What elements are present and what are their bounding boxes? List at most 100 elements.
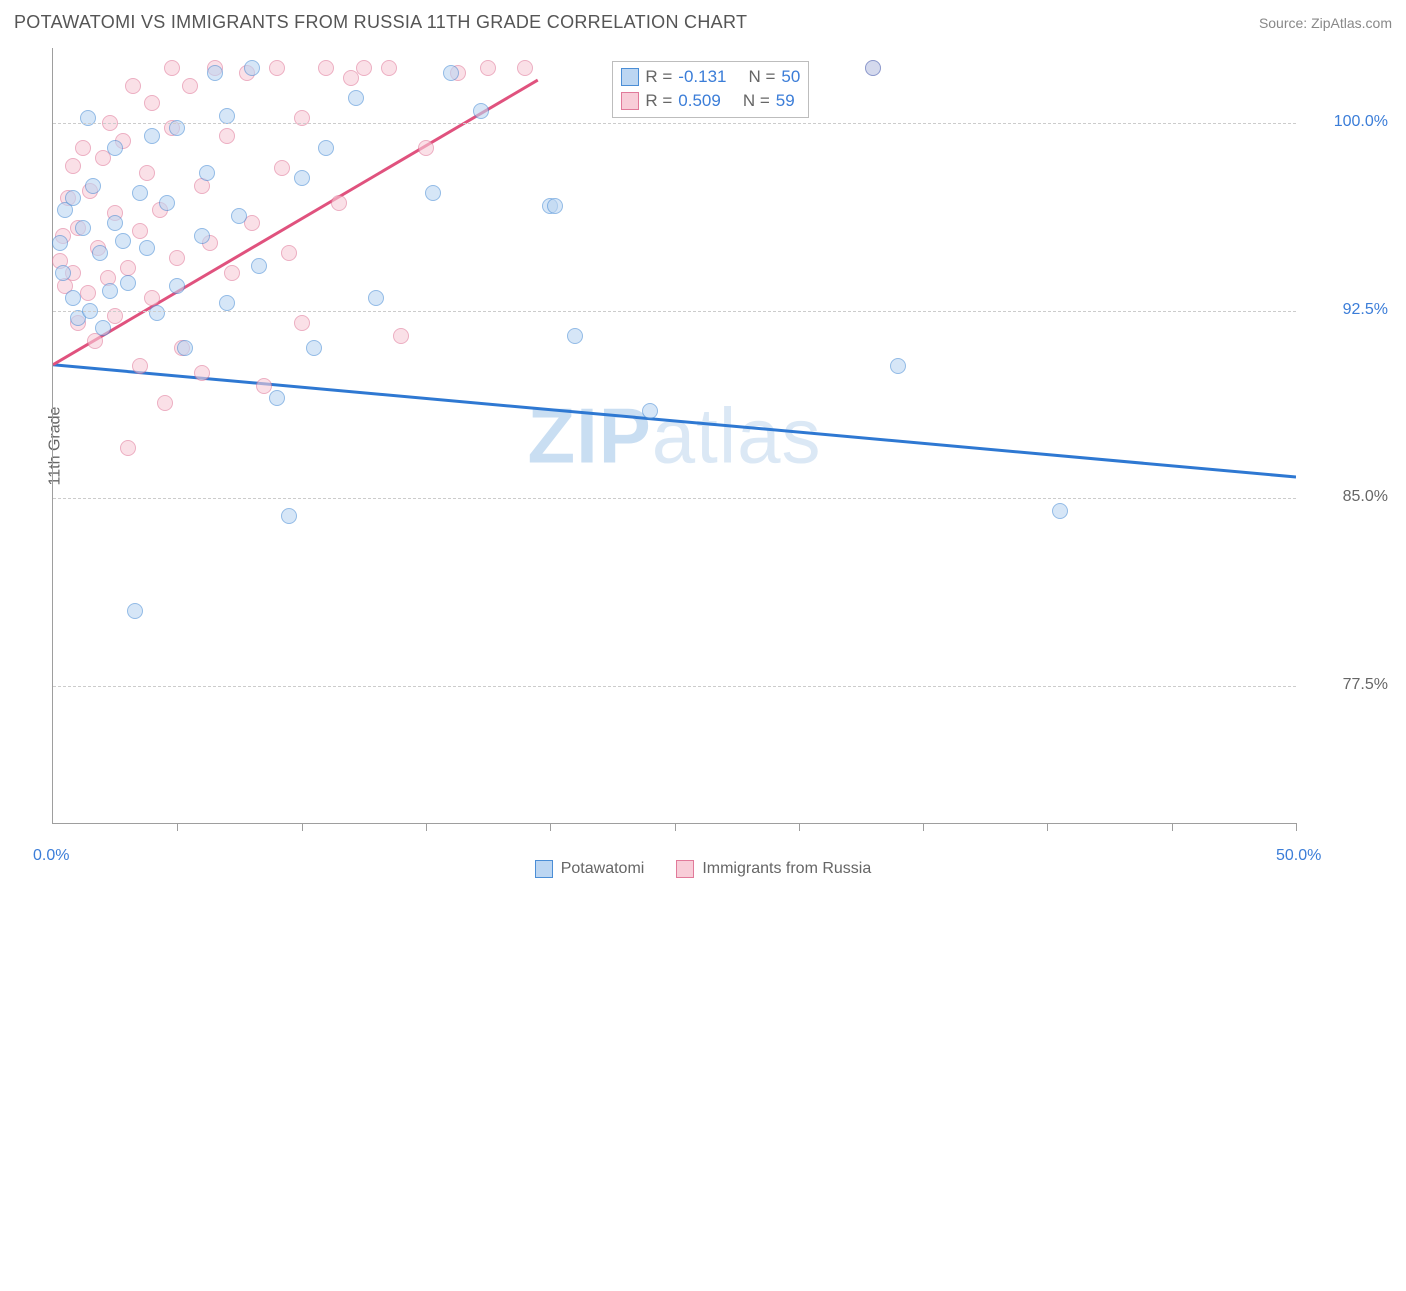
x-tick xyxy=(675,823,676,831)
scatter-point xyxy=(281,508,297,524)
scatter-point xyxy=(348,90,364,106)
stats-row: R = -0.131N = 50 xyxy=(621,65,800,90)
scatter-point xyxy=(120,440,136,456)
scatter-point xyxy=(547,198,563,214)
scatter-point xyxy=(132,358,148,374)
stats-box: R = -0.131 N = 50R = 0.509 N = 59 xyxy=(612,61,809,118)
scatter-point xyxy=(219,108,235,124)
scatter-point xyxy=(567,328,583,344)
legend-item: Potawatomi xyxy=(535,860,645,878)
scatter-point xyxy=(517,60,533,76)
header: POTAWATOMI VS IMMIGRANTS FROM RUSSIA 11T… xyxy=(14,12,1392,33)
scatter-point xyxy=(132,185,148,201)
scatter-point xyxy=(418,140,434,156)
scatter-point xyxy=(115,233,131,249)
scatter-point xyxy=(120,275,136,291)
scatter-point xyxy=(281,245,297,261)
legend-swatch xyxy=(535,860,553,878)
source-label: Source: ZipAtlas.com xyxy=(1259,15,1392,31)
scatter-point xyxy=(244,60,260,76)
scatter-point xyxy=(55,265,71,281)
scatter-point xyxy=(865,60,881,76)
scatter-point xyxy=(443,65,459,81)
legend-label: Potawatomi xyxy=(561,860,645,878)
scatter-point xyxy=(75,220,91,236)
scatter-point xyxy=(107,140,123,156)
scatter-point xyxy=(256,378,272,394)
scatter-point xyxy=(157,395,173,411)
grid-line xyxy=(53,123,1296,124)
n-value: 59 xyxy=(776,89,795,114)
scatter-point xyxy=(65,290,81,306)
scatter-point xyxy=(890,358,906,374)
scatter-points xyxy=(53,48,1296,823)
scatter-point xyxy=(144,290,160,306)
scatter-point xyxy=(144,128,160,144)
y-tick-label: 77.5% xyxy=(1343,676,1388,694)
n-value: 50 xyxy=(781,65,800,90)
scatter-point xyxy=(368,290,384,306)
scatter-point xyxy=(80,285,96,301)
scatter-point xyxy=(331,195,347,211)
scatter-point xyxy=(75,140,91,156)
scatter-point xyxy=(125,78,141,94)
scatter-point xyxy=(1052,503,1068,519)
r-value: -0.131 xyxy=(678,65,726,90)
scatter-point xyxy=(219,295,235,311)
x-tick xyxy=(1047,823,1048,831)
stats-row: R = 0.509 N = 59 xyxy=(621,89,800,114)
scatter-point xyxy=(381,60,397,76)
legend: Potawatomi Immigrants from Russia xyxy=(0,860,1406,878)
legend-swatch xyxy=(676,860,694,878)
n-label: N = xyxy=(748,65,775,90)
scatter-point xyxy=(294,315,310,331)
scatter-point xyxy=(139,165,155,181)
legend-item: Immigrants from Russia xyxy=(676,860,871,878)
chart-title: POTAWATOMI VS IMMIGRANTS FROM RUSSIA 11T… xyxy=(14,12,747,33)
scatter-point xyxy=(102,283,118,299)
scatter-point xyxy=(274,160,290,176)
scatter-point xyxy=(52,235,68,251)
grid-line xyxy=(53,498,1296,499)
grid-line xyxy=(53,686,1296,687)
scatter-point xyxy=(144,95,160,111)
scatter-point xyxy=(480,60,496,76)
scatter-point xyxy=(306,340,322,356)
scatter-point xyxy=(294,170,310,186)
scatter-point xyxy=(177,340,193,356)
scatter-point xyxy=(169,278,185,294)
x-tick xyxy=(550,823,551,831)
legend-label: Immigrants from Russia xyxy=(702,860,871,878)
scatter-point xyxy=(85,178,101,194)
r-value: 0.509 xyxy=(678,89,721,114)
scatter-point xyxy=(318,60,334,76)
x-tick xyxy=(302,823,303,831)
x-tick xyxy=(1172,823,1173,831)
scatter-point xyxy=(120,260,136,276)
scatter-point xyxy=(231,208,247,224)
scatter-point xyxy=(207,65,223,81)
scatter-point xyxy=(92,245,108,261)
plot-area: ZIPatlas R = -0.131N = 50R = 0.509N = 59… xyxy=(52,48,1296,824)
r-label: R = xyxy=(645,89,672,114)
series-swatch xyxy=(621,68,639,86)
x-tick xyxy=(426,823,427,831)
scatter-point xyxy=(132,223,148,239)
scatter-point xyxy=(182,78,198,94)
scatter-point xyxy=(149,305,165,321)
n-label: N = xyxy=(743,89,770,114)
y-tick-label: 100.0% xyxy=(1334,113,1388,131)
x-tick xyxy=(799,823,800,831)
scatter-point xyxy=(269,60,285,76)
scatter-point xyxy=(194,228,210,244)
x-tick xyxy=(177,823,178,831)
x-tick xyxy=(1296,823,1297,831)
scatter-point xyxy=(194,365,210,381)
scatter-point xyxy=(199,165,215,181)
x-tick xyxy=(923,823,924,831)
scatter-point xyxy=(95,320,111,336)
y-tick-label: 85.0% xyxy=(1343,488,1388,506)
scatter-point xyxy=(473,103,489,119)
scatter-point xyxy=(107,215,123,231)
scatter-point xyxy=(164,60,180,76)
